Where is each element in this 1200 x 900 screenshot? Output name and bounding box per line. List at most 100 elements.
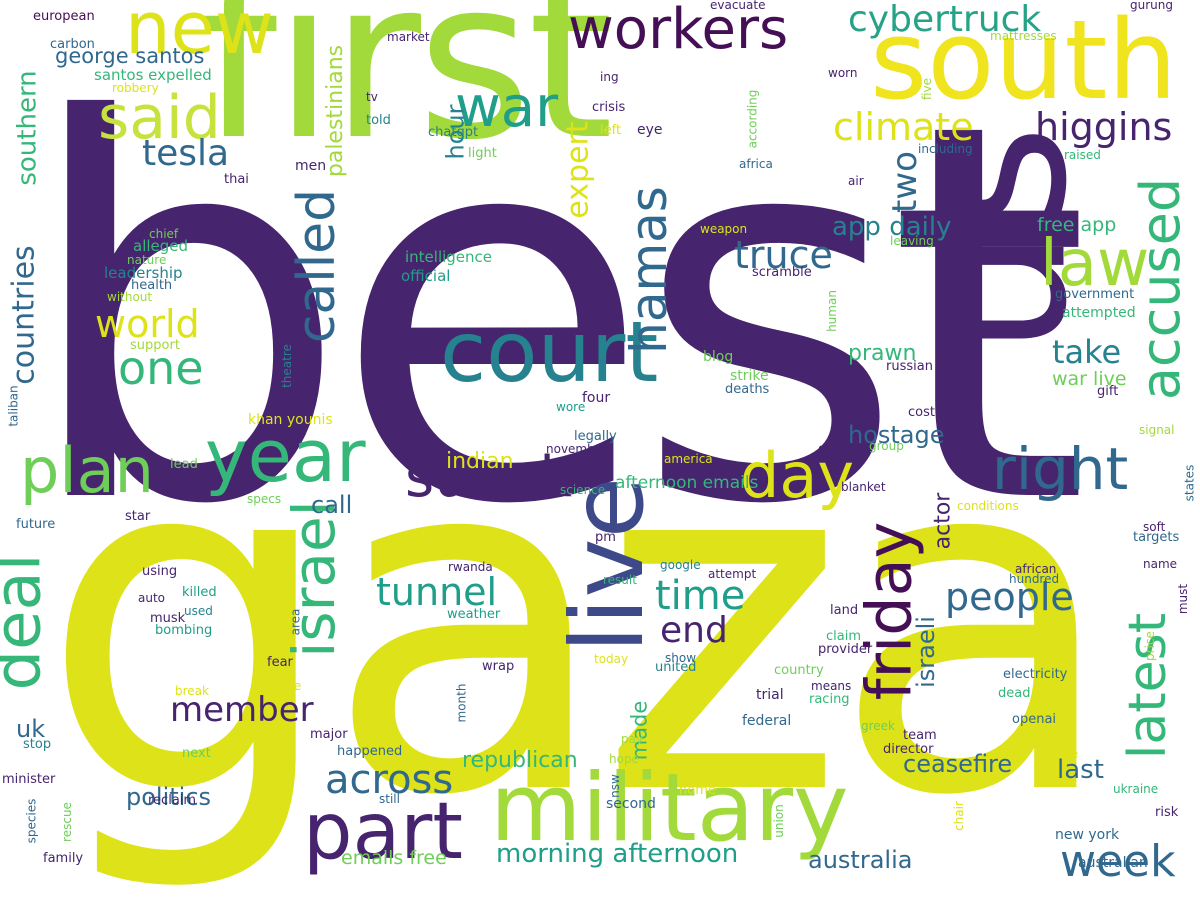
word-santos-expelled: santos expelled (94, 66, 212, 84)
word-african: african (1015, 562, 1057, 576)
word-attempt: attempt (708, 567, 757, 581)
word-country: country (774, 663, 824, 678)
word-africa: africa (739, 157, 773, 171)
word-used: used (184, 604, 213, 618)
word-director: director (883, 742, 934, 757)
word-george-santos: george santos (55, 44, 205, 68)
word-including: including (918, 142, 973, 156)
word-expert: expert (560, 121, 596, 219)
word-area: area (288, 608, 303, 636)
word-stop: stop (23, 737, 52, 752)
word-three: three (457, 224, 492, 239)
word-legally: legally (574, 429, 617, 444)
word-chatgpt: chatgpt (428, 125, 479, 140)
word-alleged: alleged (133, 237, 189, 255)
word-free-app: free app (1037, 214, 1117, 236)
word-australia: australia (808, 846, 913, 874)
word-hope: hope (609, 752, 639, 766)
word-make: make (741, 215, 777, 230)
word-chair: chair (951, 801, 966, 831)
word-call: call (311, 491, 353, 519)
word-first: first (200, 0, 614, 188)
word-gergiev: gergiev (818, 442, 867, 457)
word-raised: raised (1064, 148, 1101, 162)
word-eye: eye (637, 122, 663, 138)
word-rwanda: rwanda (448, 560, 493, 574)
word-blog: blog (703, 349, 734, 365)
word-higgins: higgins (1035, 105, 1173, 149)
word-score: score (269, 679, 302, 693)
word-united: united (655, 660, 697, 675)
word-deal: deal (0, 553, 56, 691)
word-name: name (1143, 557, 1178, 571)
word-scramble: scramble (752, 265, 812, 280)
word-russian: russian (886, 359, 933, 374)
word-means: means (811, 679, 852, 693)
word-home: home (679, 783, 716, 798)
word-morning-afternoon: morning afternoon (496, 839, 739, 869)
word-provider: provider (818, 642, 873, 657)
word-palestinians: palestinians (323, 44, 349, 178)
word-attempted: attempted (1062, 305, 1136, 321)
word-signal: signal (1139, 423, 1175, 437)
word-conditions: conditions (957, 499, 1019, 513)
word-military: military (490, 754, 849, 863)
word-israeli: israeli (911, 616, 940, 688)
word-support: support (130, 338, 180, 353)
word-south: south (870, 0, 1178, 124)
word-right: right (992, 435, 1129, 503)
word-strike: strike (730, 368, 769, 384)
word-states: states (1182, 464, 1197, 502)
word-minister: minister (2, 772, 56, 787)
word-cost: cost (908, 405, 935, 420)
word-must: must (1176, 583, 1191, 615)
word-without: without (107, 290, 153, 304)
word-war: war (455, 75, 559, 140)
word-price: price (1142, 631, 1157, 661)
word-save: save (1050, 747, 1079, 761)
word-men: men (295, 158, 327, 174)
word-uk: uk (16, 715, 46, 743)
word-show: show (665, 651, 697, 665)
word-five: five (920, 77, 935, 101)
word-using: using (142, 564, 178, 579)
word-gaza: gaza (40, 351, 1119, 898)
word-day: day (740, 439, 855, 512)
word-human: human (824, 290, 839, 332)
word-month: month (454, 683, 469, 723)
word-hundred: hundred (1009, 572, 1060, 586)
word-climate: climate (833, 105, 974, 149)
word-health: health (131, 278, 173, 293)
word-rescue: rescue (59, 802, 74, 842)
word-prawn: prawn (848, 341, 917, 366)
word-member: member (170, 690, 314, 730)
word-america: america (664, 452, 713, 466)
word-government: government (1055, 287, 1135, 302)
word-best: best (20, 12, 1091, 618)
word-according: according (745, 89, 760, 149)
word-weapon: weapon (700, 222, 748, 236)
word-week: week (1060, 836, 1176, 887)
word-market: market (387, 30, 430, 44)
word-wrap: wrap (482, 659, 515, 674)
word-across: across (325, 757, 454, 803)
word-politics: politics (126, 783, 212, 811)
word-trial: trial (756, 687, 784, 703)
word-google: google (660, 558, 701, 572)
word-ukraine: ukraine (1113, 782, 1159, 796)
word-killed: killed (182, 585, 217, 600)
word-federal: federal (742, 713, 792, 729)
word-told: told (366, 113, 391, 128)
word-worn: worn (828, 66, 858, 80)
word-two: two (884, 151, 925, 213)
word-nature: nature (127, 253, 167, 267)
word-thai: thai (224, 172, 249, 187)
word-reclaim: reclaim (148, 793, 197, 808)
word-hamas: hamas (619, 186, 678, 354)
word-theatre: theatre (279, 344, 294, 388)
word-one: one (118, 341, 204, 395)
word-australian: australian (1078, 855, 1148, 871)
word-sale: sale (415, 227, 440, 241)
word-air: air (848, 174, 864, 188)
word-official: official (401, 267, 451, 285)
